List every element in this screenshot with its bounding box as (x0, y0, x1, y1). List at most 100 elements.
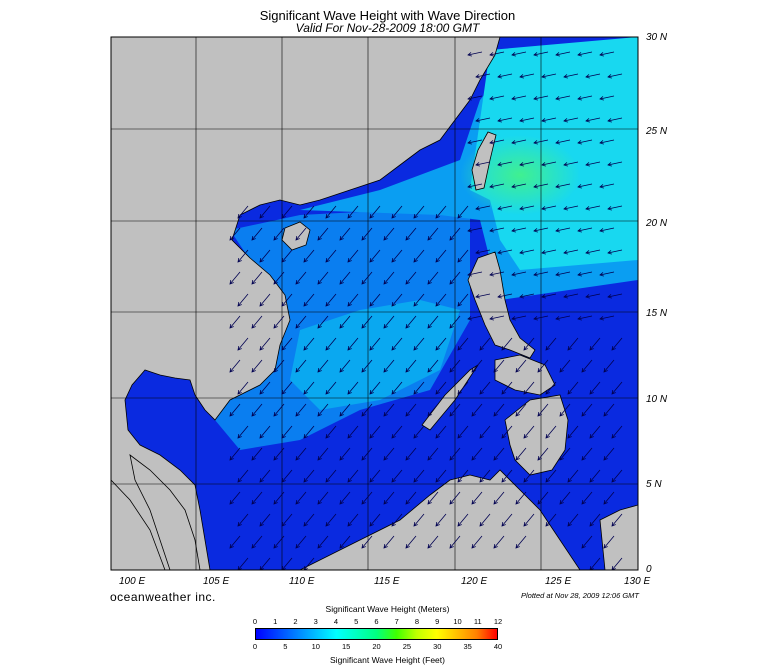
wave-direction-arrow (273, 227, 285, 241)
wave-direction-arrow (259, 425, 271, 439)
wave-direction-arrow (523, 425, 535, 439)
wave-direction-arrow (581, 403, 593, 417)
wave-direction-arrow (391, 469, 403, 483)
wave-direction-arrow (501, 513, 513, 527)
wave-direction-arrow (339, 535, 351, 549)
wave-direction-arrow (585, 117, 601, 123)
lon-label-120e: 120 E (461, 576, 488, 587)
wave-direction-arrow (383, 227, 395, 241)
wave-direction-arrow (317, 271, 329, 285)
wave-direction-arrow (607, 249, 623, 255)
wave-direction-arrow (599, 227, 615, 233)
wave-direction-arrow (457, 425, 469, 439)
wave-direction-arrow (563, 205, 579, 211)
wave-direction-arrow (611, 381, 623, 395)
wave-direction-arrow (391, 293, 403, 307)
wave-direction-arrow (475, 205, 491, 211)
wave-direction-arrow (361, 447, 373, 461)
wave-direction-arrow (237, 381, 249, 395)
wave-height-colorbar (255, 628, 498, 640)
wave-direction-arrow (405, 447, 417, 461)
wave-direction-arrow (533, 315, 549, 321)
wave-direction-arrow (273, 491, 285, 505)
wave-direction-arrow (413, 205, 425, 219)
wave-direction-arrow (599, 271, 615, 277)
feet-tick: 20 (372, 642, 381, 651)
wave-direction-arrow (237, 249, 249, 263)
wave-direction-arrow (449, 359, 461, 373)
wave-direction-arrow (339, 359, 351, 373)
land-masses (111, 37, 638, 570)
wave-direction-arrow (533, 139, 549, 145)
wave-direction-arrow (273, 271, 285, 285)
lon-label-115e: 115 E (374, 576, 400, 587)
wave-direction-arrow (325, 205, 337, 219)
wave-direction-arrow (603, 535, 615, 549)
wave-direction-arrow (435, 249, 447, 263)
wave-direction-arrow (567, 425, 579, 439)
land-taiwan (471, 131, 497, 191)
wave-direction-arrow (295, 271, 307, 285)
wave-direction-arrow (479, 513, 491, 527)
wave-direction-arrow (229, 491, 241, 505)
wave-direction-arrow (449, 447, 461, 461)
wave-direction-arrow (589, 469, 601, 483)
wave-direction-arrow (523, 381, 535, 395)
meters-tick: 4 (333, 617, 339, 626)
wave-direction-arrow (457, 337, 469, 351)
wave-direction-arrow (467, 51, 483, 57)
lat-label-20n: 20 N (646, 218, 668, 229)
lon-label-130e: 130 E (624, 576, 651, 587)
wave-direction-arrow (479, 425, 491, 439)
wave-direction-arrow (497, 73, 513, 79)
wave-direction-arrow (361, 227, 373, 241)
wave-direction-arrow (515, 535, 527, 549)
wave-direction-arrow (475, 249, 491, 255)
wave-direction-arrow (541, 205, 557, 211)
wave-direction-arrows (229, 51, 623, 570)
wave-direction-arrow (361, 359, 373, 373)
wave-direction-arrow (611, 513, 623, 527)
wave-direction-arrow (383, 403, 395, 417)
lat-label-10n: 10 N (646, 394, 668, 405)
feet-tick: 10 (311, 642, 320, 651)
wave-direction-arrow (497, 205, 513, 211)
wave-direction-arrow (259, 381, 271, 395)
wave-direction-arrow (545, 381, 557, 395)
wave-direction-arrow (251, 315, 263, 329)
wave-direction-arrow (237, 205, 249, 219)
wave-direction-arrow (541, 161, 557, 167)
wave-direction-arrow (339, 315, 351, 329)
wave-direction-arrow (541, 73, 557, 79)
wave-direction-arrow (281, 425, 293, 439)
wave-direction-arrow (515, 359, 527, 373)
wave-direction-arrow (391, 513, 403, 527)
wave-direction-arrow (589, 513, 601, 527)
wave-direction-arrow (339, 271, 351, 285)
wave-direction-arrow (427, 491, 439, 505)
wave-direction-arrow (493, 491, 505, 505)
wave-direction-arrow (603, 447, 615, 461)
wave-direction-arrow (427, 315, 439, 329)
wave-direction-arrow (413, 513, 425, 527)
wave-direction-arrow (537, 491, 549, 505)
wave-direction-arrow (259, 205, 271, 219)
wave-direction-arrow (585, 161, 601, 167)
wave-direction-arrow (281, 381, 293, 395)
wave-direction-arrow (347, 249, 359, 263)
wave-direction-arrow (555, 183, 571, 189)
wave-direction-arrow (585, 249, 601, 255)
wave-direction-arrow (295, 491, 307, 505)
wave-direction-arrow (435, 205, 447, 219)
chart-title: Significant Wave Height with Wave Direct… (259, 8, 516, 23)
wave-direction-arrow (303, 557, 315, 570)
wave-direction-arrow (611, 557, 623, 570)
wave-direction-arrow (435, 381, 447, 395)
wave-direction-arrow (603, 403, 615, 417)
lat-label-0: 0 (646, 564, 652, 575)
land-sumatra (111, 479, 166, 570)
lat-label-30n: 30 N (646, 32, 668, 43)
land-borneo (299, 469, 581, 570)
meters-tick: 12 (493, 617, 503, 626)
wave-direction-arrow (467, 139, 483, 145)
